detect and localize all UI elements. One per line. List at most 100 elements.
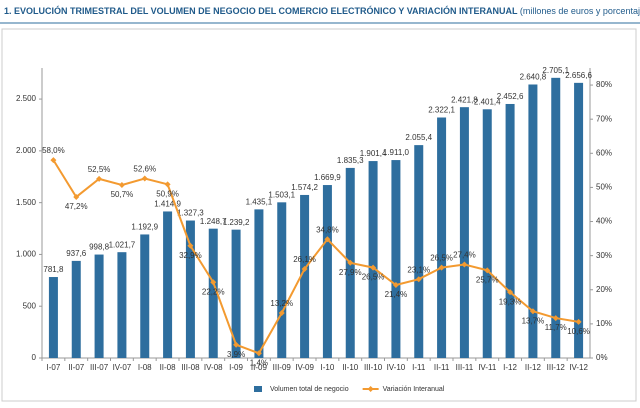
line-value-label: 26,5%: [430, 254, 453, 263]
line-marker: [210, 279, 217, 286]
x-tick-label: I-08: [138, 363, 152, 372]
line-marker: [118, 182, 125, 189]
line-marker: [347, 259, 354, 266]
bar: [185, 220, 195, 358]
x-tick-label: IV-12: [569, 363, 588, 372]
legend-label: Variación Interanual: [383, 386, 445, 393]
line-value-label: 50,9%: [156, 189, 179, 198]
bar: [71, 260, 81, 358]
x-tick-label: III-08: [181, 363, 200, 372]
line-value-label: 21,4%: [385, 290, 408, 299]
x-tick-label: II-11: [434, 363, 450, 372]
bar-value-label: 1.248,7: [200, 217, 227, 226]
line-value-label: 26,1%: [293, 255, 316, 264]
bar: [459, 107, 469, 358]
x-tick-label: IV-07: [113, 363, 132, 372]
line-marker: [575, 318, 582, 325]
chart-title: 1. EVOLUCIÓN TRIMESTRAL DEL VOLUMEN DE N…: [4, 5, 640, 16]
bar: [574, 82, 584, 358]
line-marker: [141, 175, 148, 182]
bar: [391, 160, 401, 358]
x-tick-label: III-11: [456, 363, 474, 372]
bar: [140, 234, 150, 358]
frame: [1, 28, 637, 402]
bar-value-label: 1.435,1: [246, 197, 273, 206]
line-marker: [73, 193, 80, 200]
x-tick-label: IV-09: [295, 363, 314, 372]
y-tick-label: 1.000: [16, 250, 37, 259]
line-value-label: 22,2%: [202, 287, 225, 296]
line-marker: [529, 308, 536, 315]
line-marker: [461, 261, 468, 268]
line-marker: [96, 175, 103, 182]
bar-value-label: 1.669,9: [314, 173, 341, 182]
y-tick-label: 0: [32, 353, 37, 362]
bar-value-label: 2.705,1: [542, 66, 569, 75]
x-tick-label: IV-10: [387, 363, 406, 372]
x-tick-label: II-12: [525, 363, 542, 372]
x-tick-label: I-09: [229, 363, 243, 372]
line-value-label: 10,6%: [567, 327, 590, 336]
bar: [528, 84, 538, 358]
bar-value-label: 1.574,2: [291, 183, 318, 192]
x-tick-label: III-09: [273, 363, 292, 372]
line-marker: [324, 236, 331, 243]
bar-value-label: 1.835,3: [337, 156, 364, 165]
bar-value-label: 2.421,8: [451, 95, 478, 104]
bar-value-label: 1.901,4: [360, 149, 387, 158]
y2-tick-label: 20%: [596, 285, 612, 294]
bar: [368, 161, 378, 358]
bar: [300, 194, 310, 358]
bar-value-label: 2.640,8: [520, 73, 547, 82]
line-value-label: 23,1%: [407, 265, 430, 274]
line-value-label: 27,4%: [453, 251, 476, 260]
bar: [48, 277, 58, 358]
x-tick-label: I-11: [412, 363, 426, 372]
bar-value-label: 1.239,2: [223, 218, 250, 227]
y2-tick-label: 80%: [596, 80, 612, 89]
y2-tick-label: 0%: [596, 353, 608, 362]
x-tick-label: I-07: [47, 363, 61, 372]
bar: [437, 117, 447, 358]
line-marker: [301, 265, 308, 272]
y2-tick-label: 40%: [596, 217, 612, 226]
title: 1. EVOLUCIÓN TRIMESTRAL DEL VOLUMEN DE N…: [4, 5, 518, 16]
line-value-label: 26,5%: [362, 273, 385, 282]
bar-value-label: 2.656,6: [565, 71, 592, 80]
bar: [322, 185, 332, 358]
bar: [163, 211, 173, 358]
line-marker: [164, 181, 171, 188]
legend-marker: [367, 386, 374, 392]
legend-label: Volumen total de negocio: [270, 386, 349, 393]
bar-value-label: 2.401,4: [474, 97, 501, 106]
y2-tick-label: 50%: [596, 183, 612, 192]
x-tick-label: IV-08: [204, 363, 223, 372]
line-marker: [415, 276, 422, 283]
legend-swatch: [254, 386, 262, 392]
bar-value-label: 2.055,4: [405, 133, 432, 142]
x-tick-label: II-07: [68, 363, 85, 372]
line-value-label: 3,9%: [227, 350, 245, 359]
line-value-label: 58,0%: [42, 146, 65, 155]
x-tick-label: III-10: [364, 363, 383, 372]
line-marker: [187, 242, 194, 249]
bar-value-label: 1.327,3: [177, 209, 204, 218]
bar: [505, 103, 515, 358]
line-value-label: 47,2%: [65, 202, 88, 211]
x-tick-label: II-08: [160, 363, 177, 372]
bar-value-label: 1.503,1: [268, 190, 295, 199]
line-value-label: 13,2%: [270, 299, 293, 308]
bar: [551, 77, 561, 359]
bar: [94, 254, 104, 358]
line-value-label: 27,9%: [339, 268, 362, 277]
bar: [231, 229, 241, 358]
x-tick-label: I-10: [321, 363, 335, 372]
bar: [254, 209, 264, 358]
x-tick-label: III-12: [547, 363, 566, 372]
bar-value-label: 1.021,7: [109, 240, 136, 249]
x-tick-label: III-07: [90, 363, 109, 372]
line-value-label: 19,3%: [499, 297, 522, 306]
line-value-label: 52,5%: [88, 165, 111, 174]
y-tick-label: 2.000: [16, 146, 37, 155]
